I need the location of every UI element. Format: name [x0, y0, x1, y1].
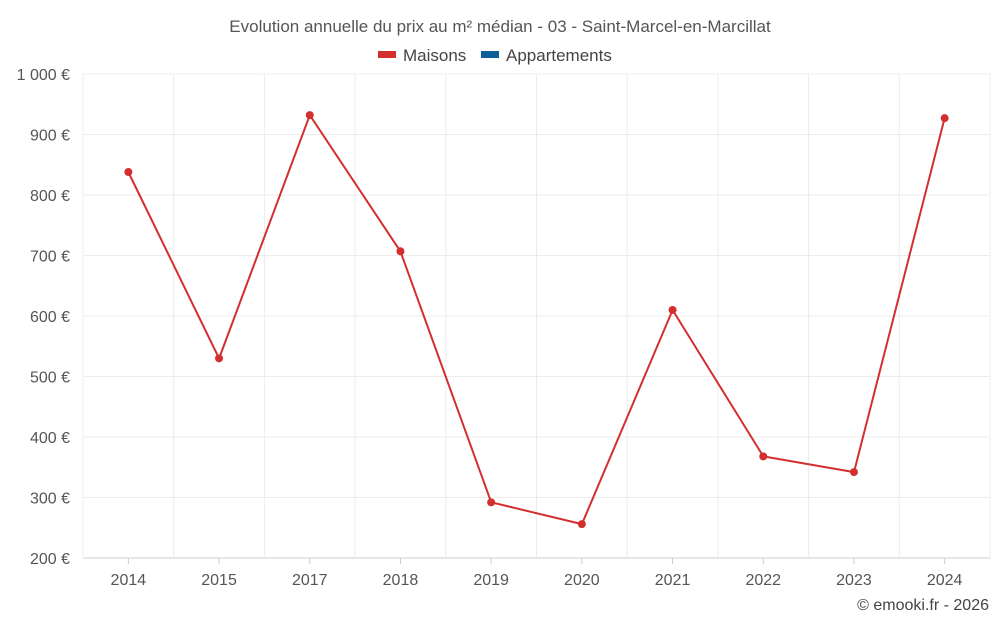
x-tick-label: 2015 [201, 572, 237, 589]
x-axis: 2014 2015 2017 2018 2019 2020 2021 2022 2023 2024 [111, 558, 963, 589]
y-tick-label: 400 € [30, 430, 70, 447]
x-tick-label: 2020 [564, 572, 600, 589]
x-tick-label: 2022 [745, 572, 781, 589]
legend-swatch-1[interactable] [481, 51, 499, 58]
y-tick-label: 200 € [30, 551, 70, 568]
y-tick-label: 500 € [30, 370, 70, 387]
legend: Maisons Appartements [378, 46, 612, 65]
x-tick-label: 2019 [473, 572, 509, 589]
y-tick-label: 1 000 € [17, 67, 70, 84]
data-point[interactable] [487, 498, 496, 507]
data-point[interactable] [759, 452, 768, 461]
legend-swatch-0[interactable] [378, 51, 396, 58]
series-line-0 [127, 114, 946, 526]
y-tick-label: 700 € [30, 249, 70, 266]
data-point[interactable] [849, 468, 858, 477]
y-tick-label: 300 € [30, 491, 70, 508]
x-tick-label: 2017 [292, 572, 328, 589]
chart-title: Evolution annuelle du prix au m² médian … [229, 17, 771, 36]
data-point[interactable] [396, 247, 405, 256]
x-tick-label: 2018 [383, 572, 419, 589]
y-axis: 200 € 300 € 400 € 500 € 600 € 700 € 800 € 900 €… [17, 67, 70, 568]
grid [82, 73, 991, 559]
data-point[interactable] [577, 520, 586, 529]
credit-text: © emooki.fr - 2026 [857, 597, 989, 614]
data-point[interactable] [668, 305, 677, 314]
data-point[interactable] [305, 111, 314, 120]
x-tick-label: 2023 [836, 572, 872, 589]
x-tick-label: 2014 [111, 572, 147, 589]
data-point[interactable] [940, 114, 949, 123]
legend-label-0[interactable]: Maisons [403, 46, 466, 65]
x-tick-label: 2021 [655, 572, 691, 589]
x-tick-label: 2024 [927, 572, 963, 589]
data-point[interactable] [124, 168, 133, 177]
y-tick-label: 900 € [30, 128, 70, 145]
legend-label-1[interactable]: Appartements [506, 46, 612, 65]
y-tick-label: 800 € [30, 188, 70, 205]
series-layer [124, 111, 949, 529]
y-tick-label: 600 € [30, 309, 70, 326]
data-point[interactable] [215, 354, 224, 363]
